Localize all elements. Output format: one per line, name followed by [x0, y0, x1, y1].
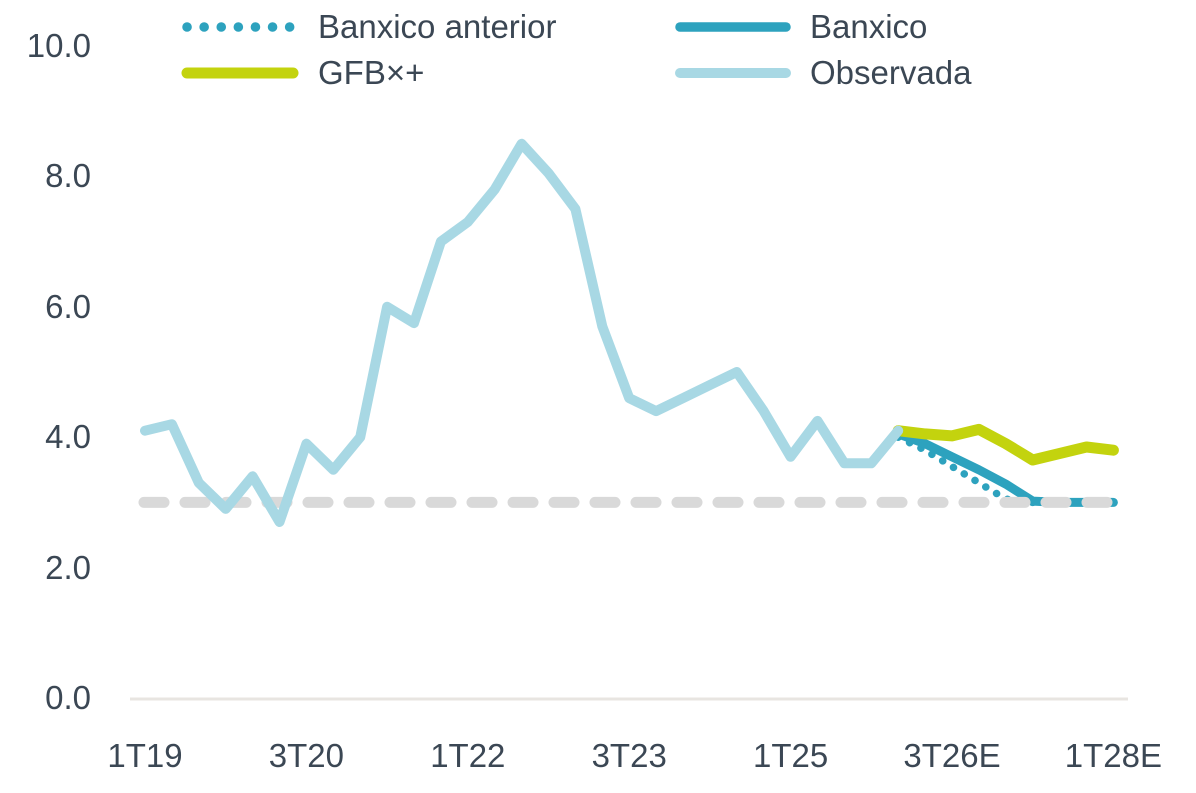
- x-tick-label: 1T25: [752, 737, 829, 774]
- series-observada-line: [140, 138, 904, 527]
- x-tick-label: 3T23: [591, 737, 667, 774]
- x-tick-label: 1T22: [430, 737, 506, 774]
- y-tick-label: 2.0: [45, 548, 91, 586]
- x-tick-label: 1T19: [107, 737, 183, 774]
- y-tick-label: 0.0: [45, 679, 91, 716]
- x-tick-label: 3T26E: [903, 737, 1001, 774]
- legend-label-banxico-anterior: Banxico anterior: [318, 8, 557, 45]
- legend-label-banxico: Banxico: [810, 8, 928, 45]
- legend-label-observada: Observada: [810, 54, 972, 91]
- legend-swatch-banxico-anterior: [182, 22, 298, 32]
- x-tick-label: 1T28E: [1064, 737, 1162, 774]
- legend-label-gfbx: GFB×+: [318, 54, 425, 91]
- legend-swatch-observada: [675, 68, 791, 78]
- x-tick-label: 3T20: [268, 737, 344, 774]
- series-banxico-line: [893, 429, 1118, 507]
- y-tick-label: 8.0: [45, 157, 91, 195]
- series-gfbx-line: [892, 423, 1119, 466]
- y-tick-label: 4.0: [45, 418, 91, 456]
- y-tick-label: 10.0: [26, 27, 91, 64]
- legend-swatch-gfbx: [181, 67, 299, 79]
- y-tick-label: 6.0: [45, 287, 91, 325]
- legend-swatch-banxico: [675, 22, 791, 32]
